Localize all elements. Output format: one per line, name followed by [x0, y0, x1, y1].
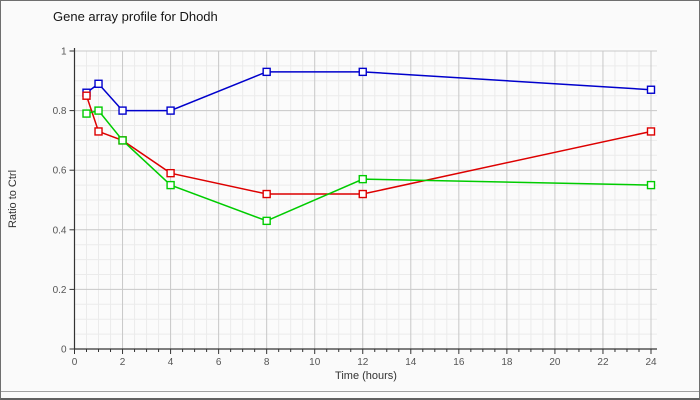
chart-title: Gene array profile for Dhodh: [53, 9, 218, 24]
data-point-marker-series-blue: [262, 67, 271, 77]
y-tick-label: 0.8: [53, 106, 67, 117]
x-tick-label: 14: [405, 357, 417, 368]
y-tick-label: 0.4: [53, 225, 67, 236]
data-point-marker-series-red: [358, 189, 367, 199]
y-tick-label: 0.6: [53, 166, 67, 177]
x-axis-title: Time (hours): [335, 370, 397, 382]
x-tick-label: 6: [216, 357, 222, 368]
y-tick-label: 1: [61, 47, 67, 58]
footer-divider: [1, 391, 699, 392]
data-point-marker-series-green: [82, 109, 91, 118]
x-tick-label: 18: [501, 357, 513, 368]
x-tick-label: 16: [453, 357, 465, 368]
data-point-marker-series-blue: [94, 79, 103, 88]
x-tick-label: 4: [168, 357, 174, 368]
x-tick-label: 20: [549, 357, 561, 368]
x-tick-label: 10: [309, 357, 321, 368]
data-point-marker-series-green: [118, 136, 127, 145]
data-point-marker-series-red: [166, 168, 175, 178]
data-point-marker-series-blue: [118, 106, 127, 115]
data-point-marker-series-blue: [358, 67, 367, 77]
data-point-marker-series-red: [94, 127, 103, 136]
y-tick-label: 0.2: [53, 285, 67, 296]
data-point-marker-series-green: [358, 174, 367, 184]
data-point-marker-series-red: [262, 189, 271, 199]
x-tick-label: 8: [264, 357, 270, 368]
data-point-marker-series-green: [262, 216, 271, 226]
x-tick-label: 12: [357, 357, 369, 368]
data-point-marker-series-green: [646, 180, 656, 190]
data-point-marker-series-green: [94, 106, 103, 115]
data-point-marker-series-blue: [646, 85, 656, 94]
y-tick-label: 0: [61, 345, 67, 356]
x-tick-label: 0: [72, 357, 78, 368]
data-point-marker-series-red: [82, 91, 91, 100]
data-point-marker-series-green: [166, 180, 175, 190]
x-tick-label: 2: [120, 357, 126, 368]
plot-area: [74, 48, 657, 349]
x-tick-label: 22: [597, 357, 609, 368]
data-point-marker-series-blue: [166, 106, 175, 115]
data-point-marker-series-red: [646, 127, 656, 136]
x-tick-label: 24: [645, 357, 657, 368]
